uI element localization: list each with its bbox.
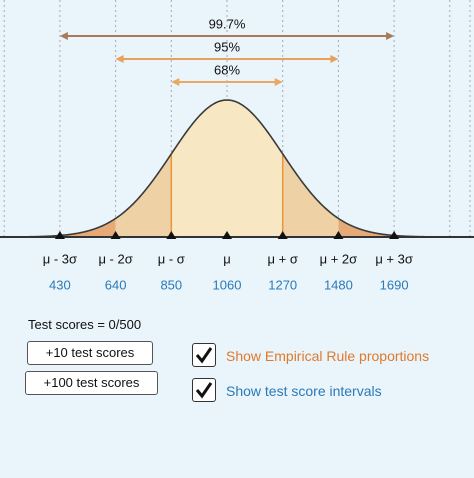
marker [389,231,400,239]
curve-region [171,100,283,237]
axis-value: 1480 [324,277,353,292]
arrow-head [386,32,395,40]
checkmark [195,347,213,364]
marker [277,231,288,239]
marker [333,231,344,239]
interval-label: 99.7% [209,16,246,31]
axis-value: 1270 [268,277,297,292]
checkbox-label[interactable]: Show test score intervals [226,383,382,399]
marker [110,231,121,239]
checkmark [195,382,213,399]
interval-label: 95% [214,39,240,54]
axis-label: μ + 2σ [320,251,358,266]
marker [222,231,232,239]
arrow-head [171,78,180,86]
marker [54,231,65,239]
axis-label: μ + 3σ [375,251,413,266]
add-10-button[interactable]: +10 test scores [27,341,153,365]
axis-value: 850 [160,277,182,292]
arrow-head [115,55,124,63]
arrow-head [59,32,68,40]
marker [166,231,177,239]
checkmark-path [195,382,213,399]
checkbox-label[interactable]: Show Empirical Rule proportions [226,348,430,364]
axis-value: 430 [49,277,71,292]
arrow-head [330,55,339,63]
checkmark-path [195,347,213,364]
add-100-button[interactable]: +100 test scores [25,371,158,395]
checkbox[interactable] [192,343,216,367]
curve-region [338,218,395,237]
axis-label: μ + σ [268,251,298,266]
interval-label: 68% [214,62,240,77]
checkbox[interactable] [192,378,216,402]
axis-value: 1690 [380,277,409,292]
axis-value: 640 [105,277,127,292]
axis-value: 1060 [213,277,242,292]
axis-label: μ [223,251,231,266]
arrow-head [274,78,283,86]
test-score-count: Test scores = 0/500 [28,317,142,332]
distribution-plot: 99.7% 95% 68% μ - 3σ 430 μ - 2σ 640 μ - σ 850 μ 10… [0,0,474,292]
axis-label: μ - σ [158,251,185,266]
axis-label: μ - 3σ [43,251,77,266]
curve-region [59,218,116,237]
axis-label: μ - 2σ [98,251,132,266]
